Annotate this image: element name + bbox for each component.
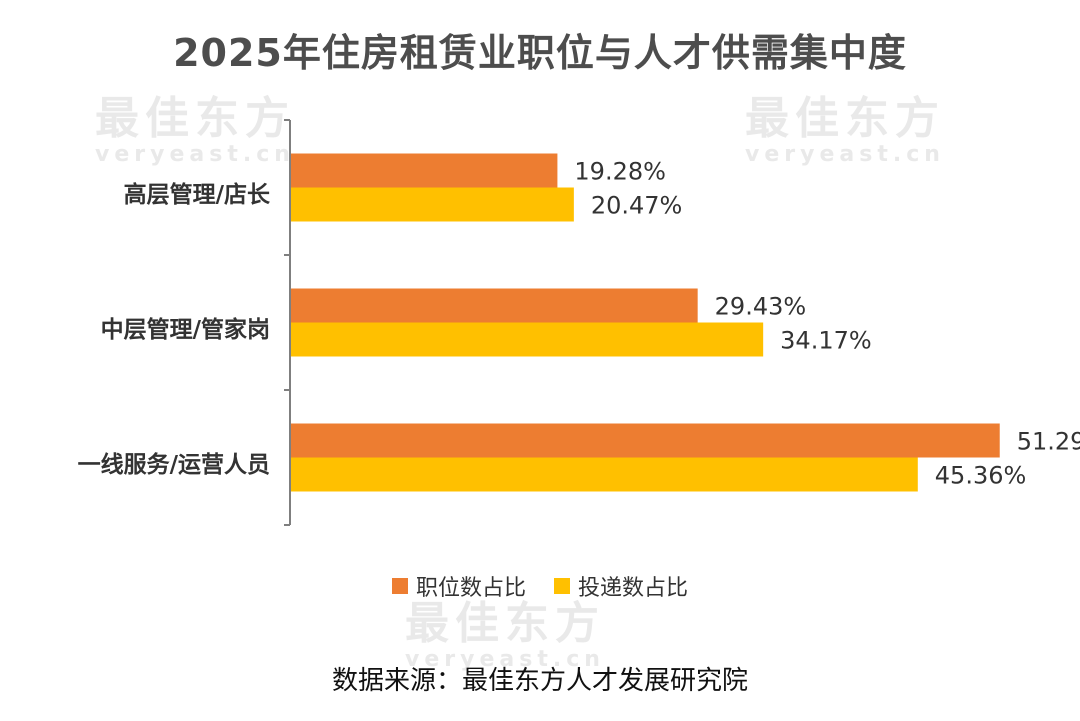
bar-1-0 bbox=[291, 153, 558, 188]
data-label-1-1: 29.43% bbox=[715, 293, 807, 321]
data-label-2-0: 20.47% bbox=[591, 192, 683, 220]
watermark-en: veryeast.cn bbox=[405, 647, 605, 672]
bar-2-2 bbox=[291, 457, 918, 492]
data-source-note: 数据来源：最佳东方人才发展研究院 bbox=[331, 666, 748, 696]
legend-swatch-series1 bbox=[391, 578, 408, 594]
legend-swatch-series2 bbox=[554, 578, 570, 594]
category-label-1: 中层管理/管家岗 bbox=[100, 317, 270, 343]
watermark-en: veryeast.cn bbox=[745, 142, 945, 167]
bar-2-0 bbox=[291, 187, 574, 222]
category-label-2: 一线服务/运营人员 bbox=[77, 452, 270, 478]
data-label-1-2: 51.29% bbox=[1017, 428, 1080, 456]
data-label-2-2: 45.36% bbox=[935, 462, 1027, 490]
watermark-logo-bottom: 最佳东方 veryeast.cn bbox=[405, 600, 605, 672]
bar-2-1 bbox=[291, 322, 764, 357]
legend-label-series1: 职位数占比 bbox=[415, 576, 526, 601]
watermark-logo-right: 最佳东方 veryeast.cn bbox=[745, 95, 945, 167]
bar-1-1 bbox=[291, 288, 698, 323]
legend-item-series1: 职位数占比 bbox=[391, 570, 526, 602]
bar-1-2 bbox=[291, 423, 1000, 458]
watermark-cn: 最佳东方 bbox=[745, 93, 945, 144]
watermark-logo-left: 最佳东方 veryeast.cn bbox=[95, 95, 295, 167]
data-label-1-0: 19.28% bbox=[574, 158, 666, 186]
data-label-2-1: 34.17% bbox=[780, 327, 872, 355]
legend-item-series2: 投递数占比 bbox=[554, 570, 688, 602]
category-label-0: 高层管理/店长 bbox=[123, 182, 270, 208]
legend-label-series2: 投递数占比 bbox=[578, 576, 689, 601]
watermark-cn: 最佳东方 bbox=[95, 93, 295, 144]
legend: 职位数占比 投递数占比 bbox=[0, 570, 1080, 602]
watermark-cn: 最佳东方 bbox=[405, 598, 605, 649]
chart-title: 2025年住房租赁业职位与人才供需集中度 bbox=[173, 31, 907, 75]
watermark-en: veryeast.cn bbox=[95, 142, 295, 167]
